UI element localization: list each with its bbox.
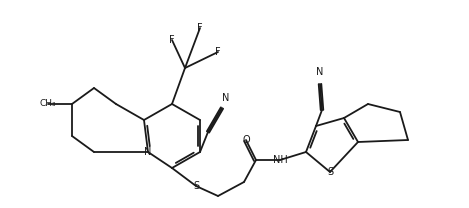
Text: NH: NH [272, 155, 287, 165]
Text: F: F [197, 23, 203, 33]
Text: S: S [193, 181, 199, 191]
Text: F: F [169, 35, 175, 45]
Text: CH₃: CH₃ [40, 99, 56, 109]
Text: O: O [242, 135, 250, 145]
Text: N: N [222, 93, 230, 103]
Text: N: N [316, 67, 324, 77]
Text: N: N [144, 147, 151, 157]
Text: S: S [327, 167, 333, 177]
Text: F: F [215, 47, 221, 57]
